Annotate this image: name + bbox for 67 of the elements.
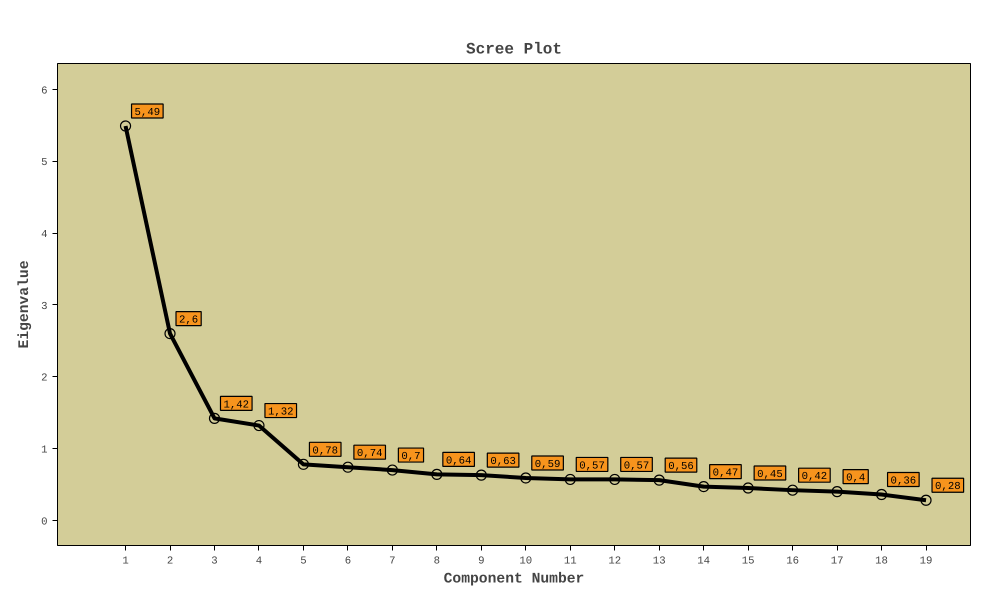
x-tick-label: 13 bbox=[652, 556, 666, 568]
data-label: 0,78 bbox=[312, 445, 338, 458]
x-tick-label: 19 bbox=[920, 556, 932, 568]
data-label: 0,7 bbox=[401, 451, 421, 464]
y-tick-label: 3 bbox=[41, 300, 48, 313]
x-tick-label: 15 bbox=[742, 556, 755, 568]
point bbox=[698, 481, 710, 492]
x-axis-title: Component Number bbox=[444, 572, 584, 588]
x-tick-label: 11 bbox=[564, 556, 577, 568]
y-tick-label: 1 bbox=[41, 444, 48, 457]
x-tick-label: 17 bbox=[830, 556, 844, 568]
point bbox=[654, 474, 665, 486]
y-axis-title: Eigenvalue bbox=[17, 260, 34, 348]
point bbox=[298, 458, 310, 470]
data-label: 5,49 bbox=[134, 106, 160, 119]
x-tick-label: 10 bbox=[519, 556, 532, 568]
x-tick-label: 6 bbox=[344, 556, 352, 568]
point bbox=[520, 472, 532, 484]
data-label: 0,63 bbox=[490, 456, 516, 468]
y-tick-label: 6 bbox=[41, 85, 48, 98]
y-tick-label: 0 bbox=[41, 516, 48, 528]
data-label: 0,57 bbox=[624, 460, 650, 472]
point bbox=[876, 488, 888, 500]
point bbox=[120, 120, 132, 132]
point bbox=[609, 474, 620, 486]
x-tick-label: 9 bbox=[478, 556, 485, 568]
y-tick-label: 4 bbox=[41, 229, 48, 242]
point bbox=[164, 328, 176, 340]
x-tick-label: 4 bbox=[256, 556, 262, 568]
data-label: 0,28 bbox=[935, 481, 961, 494]
data-label: 2,6 bbox=[179, 314, 198, 327]
point bbox=[742, 482, 754, 494]
point bbox=[564, 474, 576, 486]
point bbox=[208, 412, 220, 424]
point bbox=[431, 468, 442, 480]
point bbox=[787, 484, 798, 496]
x-tick-label: 16 bbox=[786, 556, 800, 568]
point bbox=[342, 462, 354, 473]
data-label: 0,59 bbox=[534, 458, 560, 471]
point bbox=[253, 420, 265, 432]
y-tick-label: 5 bbox=[41, 157, 48, 170]
x-tick-label: 14 bbox=[697, 556, 710, 568]
data-label: 0,57 bbox=[579, 460, 605, 472]
data-label: 1,32 bbox=[268, 406, 294, 419]
data-label: 0,64 bbox=[446, 455, 472, 468]
data-label: 0,45 bbox=[757, 469, 783, 482]
x-tick-label: 8 bbox=[434, 556, 440, 568]
x-tick-label: 12 bbox=[608, 556, 622, 568]
data-label: 0,74 bbox=[356, 448, 382, 460]
data-label: 1,42 bbox=[223, 399, 250, 412]
point bbox=[476, 470, 487, 481]
x-tick-label: 3 bbox=[211, 556, 218, 568]
data-label: 0,4 bbox=[846, 472, 866, 485]
data-label: 0,36 bbox=[890, 476, 916, 488]
point bbox=[386, 464, 398, 476]
data-label: 0,56 bbox=[668, 461, 694, 474]
x-tick-label: 2 bbox=[166, 556, 174, 568]
x-tick-label: 18 bbox=[875, 556, 888, 568]
x-tick-label: 1 bbox=[122, 556, 129, 568]
data-label: 0,42 bbox=[802, 471, 828, 484]
data-label: 0,47 bbox=[712, 468, 738, 480]
chart-title: Scree Plot bbox=[466, 40, 562, 58]
point bbox=[831, 486, 843, 498]
y-tick-label: 2 bbox=[41, 372, 48, 385]
x-tick-label: 5 bbox=[300, 556, 307, 568]
point bbox=[920, 494, 932, 506]
x-tick-label: 7 bbox=[389, 556, 396, 568]
